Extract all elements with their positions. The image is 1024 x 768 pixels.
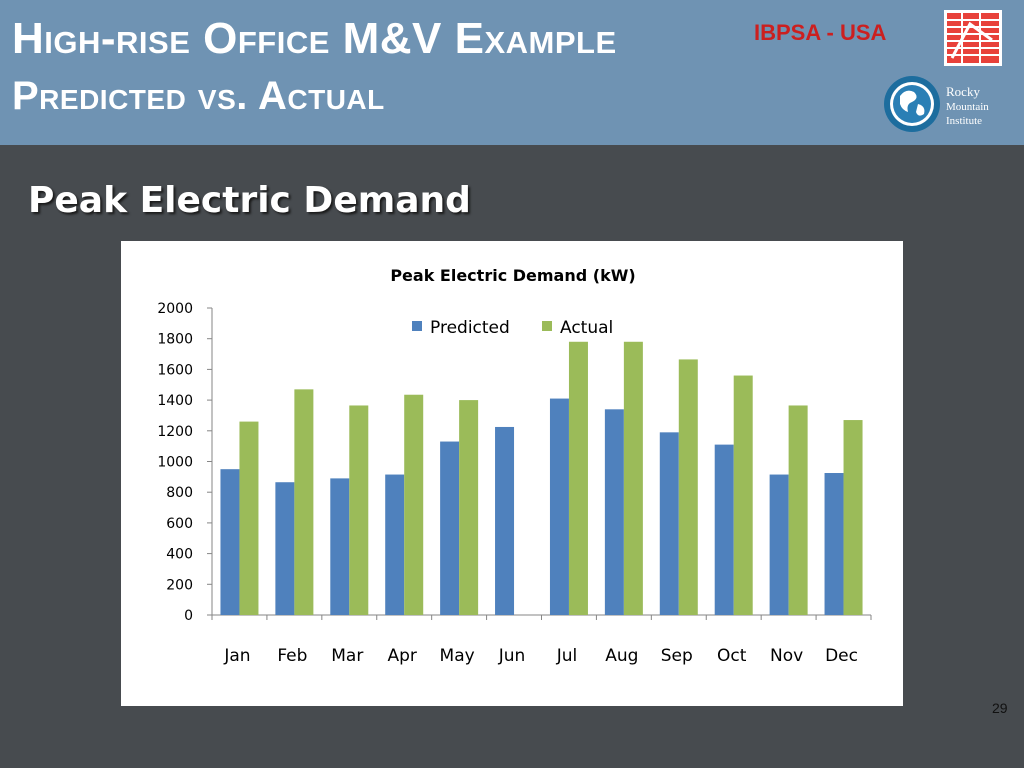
legend-label-predicted: Predicted [430, 318, 510, 338]
slide-title: High-rise Office M&V Example [12, 14, 617, 63]
ibpsa-logo [944, 10, 1002, 66]
y-tick-label: 200 [166, 577, 193, 593]
rmi-logo-text-rocky: Rocky [946, 84, 980, 99]
ibpsa-usa-label: IBPSA - USA [754, 20, 887, 45]
x-tick-label: Dec [825, 646, 858, 666]
x-tick-label: Apr [387, 646, 416, 666]
bar-actual-aug [623, 341, 643, 615]
bar-actual-feb [294, 389, 314, 615]
x-tick-label: Mar [331, 646, 363, 666]
chart-panel: Peak Electric Demand (kW) 0 200 400 600 800 1… [121, 241, 903, 706]
x-tick-label: Jan [223, 646, 250, 666]
y-tick-label: 2000 [157, 301, 193, 317]
chart-title: Peak Electric Demand (kW) [390, 266, 635, 285]
y-tick-label: 1400 [157, 393, 193, 409]
bar-chart: Peak Electric Demand (kW) 0 200 400 600 800 1… [157, 266, 872, 666]
x-tick-label: Oct [717, 646, 747, 666]
x-tick-label: Jun [498, 646, 526, 666]
bar-predicted-mar [330, 478, 350, 615]
y-tick-label: 600 [166, 516, 193, 532]
bar-predicted-oct [714, 444, 734, 615]
bar-actual-nov [788, 405, 808, 615]
bar-predicted-apr [385, 474, 405, 615]
bar-actual-jul [568, 341, 588, 615]
bar-predicted-may [440, 441, 460, 615]
bar-actual-sep [678, 359, 698, 615]
x-tick-label: May [440, 646, 475, 666]
y-tick-label: 1600 [157, 362, 193, 378]
legend-label-actual: Actual [560, 318, 613, 338]
bar-predicted-jul [549, 398, 569, 615]
rocky-mountain-institute-logo: Rocky Mountain Institute [884, 76, 989, 132]
y-tick-label: 0 [184, 608, 193, 624]
legend-swatch-predicted [412, 321, 422, 331]
y-tick-label: 400 [166, 547, 193, 563]
x-tick-label: Feb [277, 646, 307, 666]
bar-predicted-feb [275, 482, 295, 615]
section-heading: Peak Electric Demand [28, 180, 471, 221]
x-tick-label: Sep [661, 646, 693, 666]
x-tick-label: Aug [605, 646, 638, 666]
chart-axes: 0 200 400 600 800 1000 1200 1400 1600 1800 2000 [157, 301, 872, 624]
legend-swatch-actual [542, 321, 552, 331]
slide-header: High-rise Office M&V Example Predicted v… [0, 0, 1024, 145]
page-number: 29 [992, 700, 1008, 716]
y-tick-label: 800 [166, 485, 193, 501]
x-axis-labels: Jan Feb Mar Apr May Jun Jul Aug Sep Oct Nov Dec [223, 646, 858, 666]
bar-predicted-aug [604, 409, 624, 615]
bar-actual-oct [733, 375, 753, 615]
bar-predicted-dec [824, 473, 844, 615]
bar-predicted-jan [220, 469, 240, 615]
slide-subtitle: Predicted vs. Actual [12, 74, 385, 118]
chart-bars [220, 341, 863, 615]
bar-actual-dec [843, 420, 863, 615]
bar-actual-jan [239, 421, 259, 615]
x-tick-label: Nov [770, 646, 803, 666]
bar-actual-may [459, 400, 479, 615]
chart-legend: Predicted Actual [412, 318, 613, 338]
y-tick-label: 1000 [157, 455, 193, 471]
y-tick-label: 1200 [157, 424, 193, 440]
bar-predicted-sep [659, 432, 679, 615]
rmi-logo-text-institute: Institute [946, 115, 982, 127]
bar-predicted-nov [769, 474, 789, 615]
bar-predicted-jun [495, 426, 515, 615]
bar-actual-mar [349, 405, 369, 615]
y-tick-label: 1800 [157, 332, 193, 348]
rmi-logo-text-mountain: Mountain [946, 101, 989, 113]
x-tick-label: Jul [556, 646, 578, 666]
bar-actual-apr [404, 394, 424, 615]
